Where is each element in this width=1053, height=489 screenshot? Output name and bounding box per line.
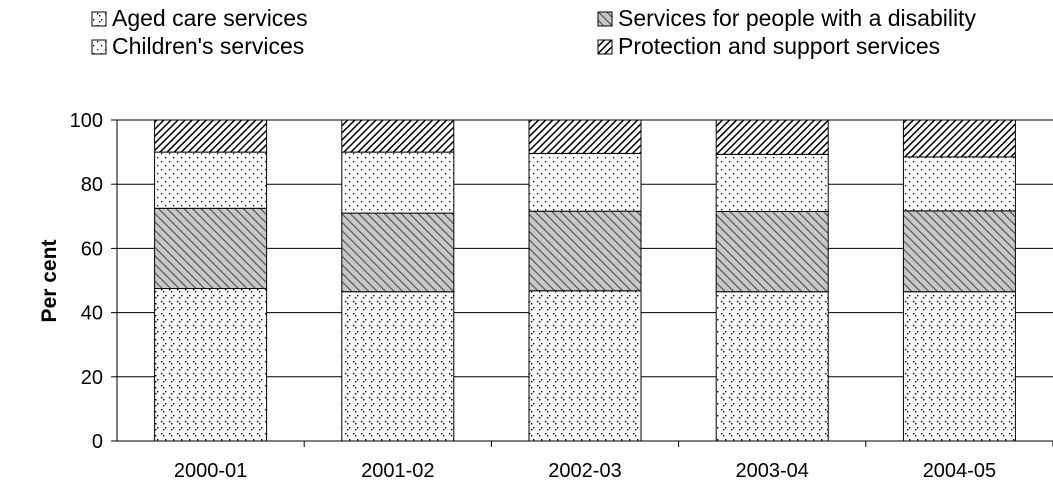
- y-axis-title: Per cent: [38, 240, 61, 323]
- bar-segment-services-for-people-with-a-disability: [528, 210, 642, 292]
- axes: 0 20 40 60 80 100 2000-01 2001-02 2002-03 2003-04…: [70, 110, 1053, 482]
- bar-segment-protection-and-support-services: [528, 119, 642, 154]
- bar-segment-protection-and-support-services: [902, 119, 1016, 158]
- y-tick-label: 20: [81, 367, 103, 389]
- bar-segment-aged-care-services: [528, 290, 642, 442]
- legend-swatch: [91, 39, 107, 55]
- bar-segment-services-for-people-with-a-disability: [715, 210, 829, 293]
- legend-item: Aged care services: [91, 5, 308, 31]
- y-tick-label: 40: [81, 303, 103, 325]
- y-tick-label: 100: [70, 110, 103, 132]
- bar-segment-children-s-services: [902, 156, 1016, 212]
- bar-segment-services-for-people-with-a-disability: [341, 212, 455, 293]
- legend-label: Services for people with a disability: [618, 5, 976, 31]
- legend-label: Aged care services: [112, 5, 308, 31]
- x-tick-label: 2004-05: [923, 460, 996, 482]
- x-tick-label: 2001-02: [361, 460, 434, 482]
- legend-swatch: [91, 11, 107, 27]
- bar-segment-children-s-services: [341, 151, 455, 214]
- bar-segment-aged-care-services: [154, 288, 268, 442]
- bar-segment-aged-care-services: [715, 291, 829, 442]
- legend-label: Children's services: [112, 33, 304, 59]
- bar-segment-aged-care-services: [902, 291, 1016, 442]
- bars: [154, 119, 1016, 442]
- bar-segment-services-for-people-with-a-disability: [902, 210, 1016, 293]
- bar-segment-aged-care-services: [341, 291, 455, 442]
- x-tick-label: 2003-04: [735, 460, 808, 482]
- legend-item: Children's services: [91, 33, 304, 59]
- y-tick-label: 0: [92, 431, 103, 453]
- bar-segment-protection-and-support-services: [341, 119, 455, 153]
- bar-segment-protection-and-support-services: [715, 119, 829, 155]
- legend-item: Protection and support services: [597, 33, 940, 59]
- legend-item: Services for people with a disability: [597, 5, 976, 31]
- bar-segment-children-s-services: [528, 152, 642, 212]
- bar-segment-children-s-services: [715, 153, 829, 212]
- legend-swatch: [597, 39, 613, 55]
- legend-label: Protection and support services: [618, 33, 940, 59]
- bar-segment-children-s-services: [154, 151, 268, 209]
- y-tick-label: 60: [81, 238, 103, 260]
- y-tick-label: 80: [81, 174, 103, 196]
- bar-segment-protection-and-support-services: [154, 119, 268, 153]
- legend: Aged care services Services for people wi…: [91, 5, 976, 59]
- x-tick-label: 2000-01: [174, 460, 247, 482]
- bar-segment-services-for-people-with-a-disability: [154, 207, 268, 290]
- x-tick-label: 2002-03: [548, 460, 621, 482]
- legend-swatch: [597, 11, 613, 27]
